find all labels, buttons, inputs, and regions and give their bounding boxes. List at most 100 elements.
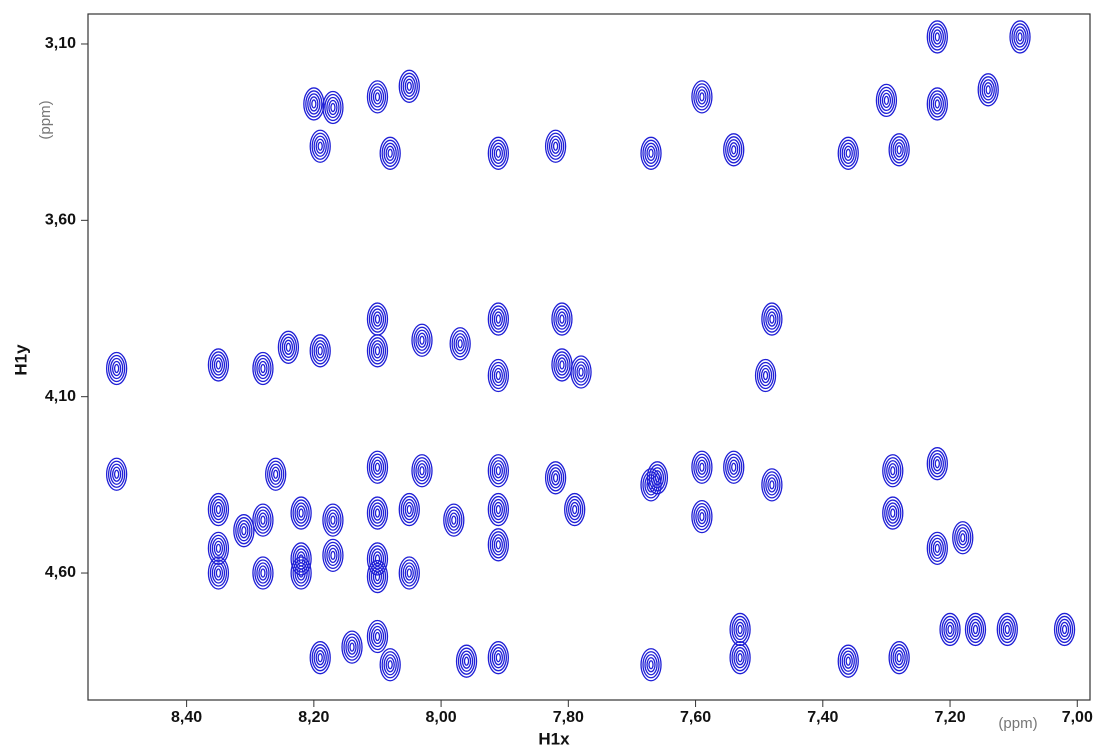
peak [233, 514, 255, 548]
contour-ring [896, 653, 902, 663]
contour-ring [324, 541, 342, 570]
contour-ring [495, 314, 501, 324]
contour-ring [928, 450, 946, 478]
contour-ring [892, 647, 906, 669]
peak [265, 457, 287, 491]
contour-ring [256, 509, 270, 531]
contour-ring [400, 495, 418, 524]
contour-ring [491, 534, 505, 556]
peak [926, 447, 948, 481]
peak [207, 556, 230, 590]
peak [570, 355, 592, 389]
contour-ring [495, 653, 501, 663]
contour-ring [252, 556, 274, 590]
contour-ring [839, 647, 857, 675]
contour-ring [932, 96, 942, 112]
contour-ring [303, 87, 325, 121]
contour-ring [313, 135, 327, 157]
contour-ring [691, 80, 713, 114]
peak [926, 531, 948, 565]
peak [551, 302, 573, 336]
peak [837, 136, 859, 170]
contour-ring [495, 540, 501, 550]
contour-ring [763, 471, 781, 499]
contour-ring [886, 460, 900, 482]
peak [366, 496, 389, 530]
contour-ring [548, 467, 563, 489]
contour-ring [315, 343, 325, 359]
contour-ring [576, 364, 586, 380]
contour-ring [309, 96, 319, 112]
x-tick-label: 7,40 [807, 709, 838, 726]
contour-ring [381, 651, 399, 679]
contour-ring [271, 466, 281, 482]
contour-ring [767, 477, 777, 493]
peak [691, 450, 713, 484]
peak [366, 450, 389, 484]
contour-ring [487, 136, 509, 170]
contour-ring [691, 499, 713, 534]
contour-ring [695, 505, 709, 528]
contour-ring [731, 615, 749, 644]
contour-ring [489, 139, 507, 167]
contour-ring [731, 644, 749, 672]
contour-ring [379, 136, 401, 170]
contour-ring [254, 559, 272, 587]
contour-ring [841, 142, 855, 164]
x-tick-label: 8,00 [426, 709, 457, 726]
contour-ring [279, 333, 298, 361]
contour-ring [455, 336, 465, 352]
contour-ring [419, 466, 425, 476]
contour-ring [555, 354, 569, 376]
contour-ring [648, 148, 654, 158]
contour-ring [487, 641, 509, 675]
peak [1009, 20, 1031, 54]
contour-ring [845, 148, 851, 158]
contour-ring [298, 554, 304, 564]
contour-ring [113, 363, 120, 374]
contour-ring [311, 99, 317, 109]
contour-ring [894, 142, 904, 158]
contour-ring [366, 619, 389, 654]
contour-ring [839, 139, 857, 167]
contour-ring [890, 136, 908, 164]
peak [646, 461, 669, 495]
contour-ring [882, 496, 904, 530]
contour-ring [374, 571, 381, 582]
contour-ring [235, 517, 253, 545]
contour-ring [930, 93, 944, 115]
contour-ring [451, 330, 469, 358]
contour-ring [411, 454, 433, 488]
contour-ring [447, 509, 461, 531]
contour-ring [945, 621, 955, 638]
peak [322, 538, 344, 573]
contour-ring [404, 78, 414, 94]
peak [754, 358, 777, 393]
contour-ring [731, 462, 737, 472]
contour-ring [387, 148, 393, 158]
peak [977, 73, 999, 107]
contour-ring [451, 515, 457, 525]
contour-ring [326, 544, 340, 567]
contour-ring [241, 526, 247, 536]
contour-ring [400, 72, 418, 100]
peak [252, 503, 274, 537]
contour-ring [315, 650, 325, 666]
contour-ring [544, 129, 567, 163]
contour-ring [347, 639, 357, 655]
contour-ring [979, 76, 997, 104]
contour-ring [640, 136, 662, 170]
contour-ring [330, 515, 336, 525]
contour-ring [729, 459, 739, 475]
peak [487, 136, 509, 170]
contour-ring [489, 305, 507, 333]
contour-ring [311, 644, 329, 672]
y-tick-label: 3,10 [45, 35, 76, 52]
peak [487, 641, 509, 675]
contour-ring [493, 501, 503, 518]
contour-ring [213, 540, 224, 556]
contour-ring [996, 612, 1018, 647]
contour-ring [398, 69, 420, 103]
peak [882, 496, 904, 530]
contour-ring [1061, 624, 1068, 635]
